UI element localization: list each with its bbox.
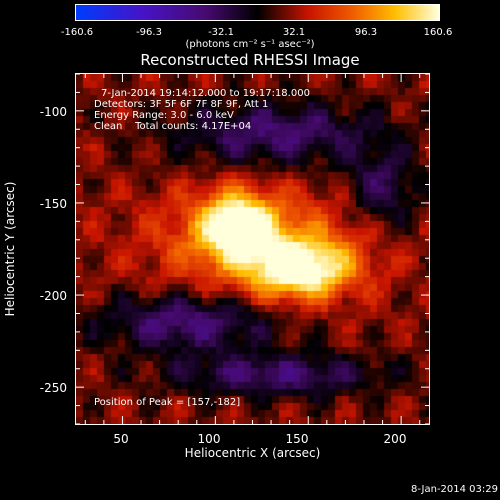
image-title: Reconstructed RHESSI Image (140, 51, 360, 69)
x-tick-label: 200 (383, 432, 407, 446)
colorbar-tick: 32.1 (282, 27, 306, 38)
y-tick-label: -100 (39, 105, 67, 119)
y-tick-label: -250 (39, 381, 67, 395)
x-tick-label: 100 (197, 432, 221, 446)
colorbar-tick: -32.1 (208, 27, 234, 38)
colorbar-tick: -160.6 (60, 27, 94, 38)
axis-ticks-overlay (76, 74, 429, 424)
y-tick-label: -200 (39, 289, 67, 303)
x-tick-label: 50 (113, 432, 129, 446)
colorbar-tick: 160.6 (423, 27, 453, 38)
colorbar-tick: -96.3 (136, 27, 162, 38)
time-range-annotation: 7-Jan-2014 19:14:12.000 to 19:17:18.000 (101, 88, 310, 99)
colorbar-units: (photons cm⁻² s⁻¹ asec⁻²) (185, 39, 315, 50)
x-tick-label: 150 (285, 432, 309, 446)
clean-annotation: Clean Total counts: 4.17E+04 (94, 121, 252, 132)
y-axis-label: Heliocentric Y (arcsec) (3, 181, 17, 317)
colorbar-tick: 96.3 (354, 27, 378, 38)
rhessi-image-plot: 7-Jan-2014 19:14:12.000 to 19:17:18.000 … (75, 73, 430, 425)
detectors-annotation: Detectors: 3F 5F 6F 7F 8F 9F, Att 1 (94, 99, 269, 110)
energy-range-annotation: Energy Range: 3.0 - 6.0 keV (94, 110, 234, 121)
date-stamp: 8-Jan-2014 03:29 (411, 484, 498, 495)
y-tick-label: -150 (39, 197, 67, 211)
colorbar (75, 4, 440, 21)
rhessi-image (76, 74, 429, 424)
peak-position-annotation: Position of Peak = [157,-182] (94, 397, 241, 408)
x-axis-label: Heliocentric X (arcsec) (184, 446, 321, 460)
